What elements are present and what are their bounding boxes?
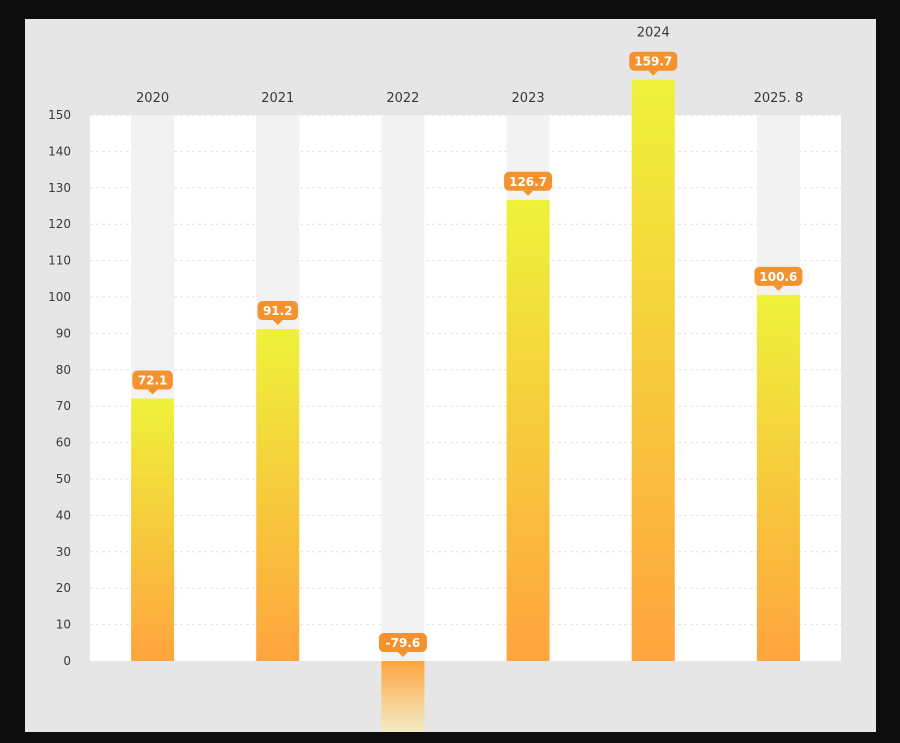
plot-area xyxy=(90,115,841,661)
bar xyxy=(631,79,675,661)
value-label: 100.6 xyxy=(759,270,797,284)
x-category-label: 2024 xyxy=(637,26,670,41)
value-label: 91.2 xyxy=(263,304,293,318)
value-label-bubble xyxy=(504,171,553,191)
bar-chart: 0 10 20 30 40 50 60 70 80 90 100 110 120 130 140 150 20… xyxy=(48,26,841,732)
value-label-bubble xyxy=(378,633,427,652)
y-axis: 0 10 20 30 40 50 60 70 80 90 100 110 120 130 140 150 xyxy=(48,108,71,668)
value-label-pointer xyxy=(397,652,408,657)
y-tick-label: 100 xyxy=(48,290,71,304)
chart-frame: 0 10 20 30 40 50 60 70 80 90 100 110 120 130 140 150 20… xyxy=(25,19,876,732)
value-label: 126.7 xyxy=(509,175,547,189)
bar-track xyxy=(381,115,425,661)
y-tick-label: 10 xyxy=(56,618,71,632)
gridlines xyxy=(90,114,841,626)
bar xyxy=(506,199,550,661)
y-tick-label: 50 xyxy=(56,472,71,486)
x-category-label: 2020 xyxy=(136,91,169,106)
value-label-bubble xyxy=(132,370,173,390)
bar xyxy=(256,329,300,661)
bar xyxy=(131,398,175,661)
value-label-bubble xyxy=(754,266,803,286)
y-tick-label: 110 xyxy=(48,254,71,268)
bar xyxy=(381,661,425,732)
value-label: 159.7 xyxy=(634,55,672,69)
bar-group: 2024 159.7 xyxy=(629,26,678,661)
y-tick-label: 130 xyxy=(48,181,71,195)
value-label-bubble xyxy=(257,301,298,321)
x-category-label: 2021 xyxy=(261,91,294,106)
bar xyxy=(756,294,800,661)
value-label: -79.6 xyxy=(386,636,421,650)
value-label-pointer xyxy=(648,70,659,76)
y-tick-label: 30 xyxy=(56,545,71,559)
y-tick-label: 20 xyxy=(56,581,71,595)
value-label-bubble xyxy=(629,51,678,71)
y-tick-label: 140 xyxy=(48,144,71,158)
bar-group: 2020 72.1 xyxy=(131,91,175,661)
bar-group: 2022 -79.6 xyxy=(378,91,427,732)
y-tick-label: 70 xyxy=(56,399,71,413)
y-tick-label: 90 xyxy=(56,326,71,340)
bars: 2020 72.1 2021 91.2 2022 -79.6 2023 126.7 2024 15… xyxy=(131,26,803,732)
bar-group: 2021 91.2 xyxy=(256,91,300,661)
y-tick-label: 150 xyxy=(48,108,71,122)
x-category-label: 2022 xyxy=(386,91,419,106)
y-tick-label: 120 xyxy=(48,217,71,231)
x-category-label: 2023 xyxy=(512,91,545,106)
x-category-label: 2025. 8 xyxy=(754,91,804,106)
bar-group: 2023 126.7 xyxy=(504,91,553,661)
value-label-pointer xyxy=(773,285,784,291)
value-label-pointer xyxy=(523,190,534,196)
y-tick-label: 0 xyxy=(63,654,71,668)
bar-group: 2025. 8 100.6 xyxy=(754,91,804,661)
value-label-pointer xyxy=(147,389,158,395)
value-label: 72.1 xyxy=(138,374,168,388)
y-tick-label: 40 xyxy=(56,508,71,522)
value-label-pointer xyxy=(272,320,283,326)
y-tick-label: 80 xyxy=(56,363,71,377)
y-tick-label: 60 xyxy=(56,436,71,450)
